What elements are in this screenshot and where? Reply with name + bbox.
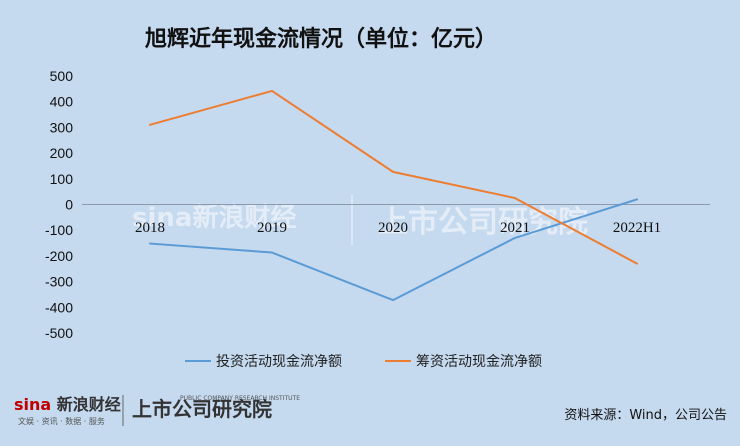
sina-logo-subtitle: 文娱 · 资讯 · 数据 · 服务 — [18, 416, 105, 426]
legend-label: 筹资活动现金流净额 — [416, 353, 542, 370]
y-tick-label: -500 — [45, 325, 73, 341]
y-tick-label: 0 — [65, 197, 73, 213]
x-tick-label: 2022H1 — [613, 220, 661, 236]
legend-label: 投资活动现金流净额 — [216, 354, 342, 370]
x-tick-label: 2020 — [378, 220, 408, 236]
x-tick-label: 2021 — [500, 220, 530, 236]
legend: 投资活动现金流净额 筹资活动现金流净额 — [185, 353, 542, 370]
watermark: sina新浪财经 上市公司研究院 — [132, 195, 588, 245]
y-tick-label: 500 — [50, 68, 74, 84]
x-tick-label: 2019 — [257, 220, 287, 236]
watermark-sina-logo: sina新浪财经 — [132, 202, 296, 233]
category-labels: 2018 2019 2020 2021 2022H1 — [135, 220, 661, 236]
footer-logos: sina 新浪财经 文娱 · 资讯 · 数据 · 服务 上市公司研究院 PUBL… — [14, 395, 300, 426]
y-tick-label: 300 — [50, 119, 74, 135]
y-tick-label: -400 — [45, 299, 73, 315]
y-tick-label: 400 — [50, 94, 74, 110]
series-lines — [149, 89, 638, 302]
y-tick-label: 100 — [50, 171, 74, 187]
shangshi-logo-subtitle: PUBLIC COMPANY RESEARCH INSTITUTE — [180, 395, 300, 402]
y-axis: 500 400 300 200 100 0 -100 -200 -300 -400 -500 — [45, 68, 73, 341]
shangshi-logo: 上市公司研究院 — [132, 397, 272, 421]
source-note: 资料来源：Wind，公司公告 — [564, 408, 727, 423]
watermark-shangshi-logo: 上市公司研究院 — [378, 205, 588, 240]
x-tick-label: 2018 — [135, 220, 165, 236]
y-tick-label: 200 — [50, 145, 74, 161]
sina-logo: sina 新浪财经 — [14, 395, 121, 414]
y-tick-label: -200 — [45, 248, 73, 264]
series-line-0 — [149, 198, 638, 302]
y-tick-label: -100 — [45, 222, 73, 238]
y-tick-label: -300 — [45, 274, 73, 290]
chart-title: 旭辉近年现金流情况（单位：亿元） — [144, 26, 497, 52]
series-line-1 — [149, 89, 638, 265]
